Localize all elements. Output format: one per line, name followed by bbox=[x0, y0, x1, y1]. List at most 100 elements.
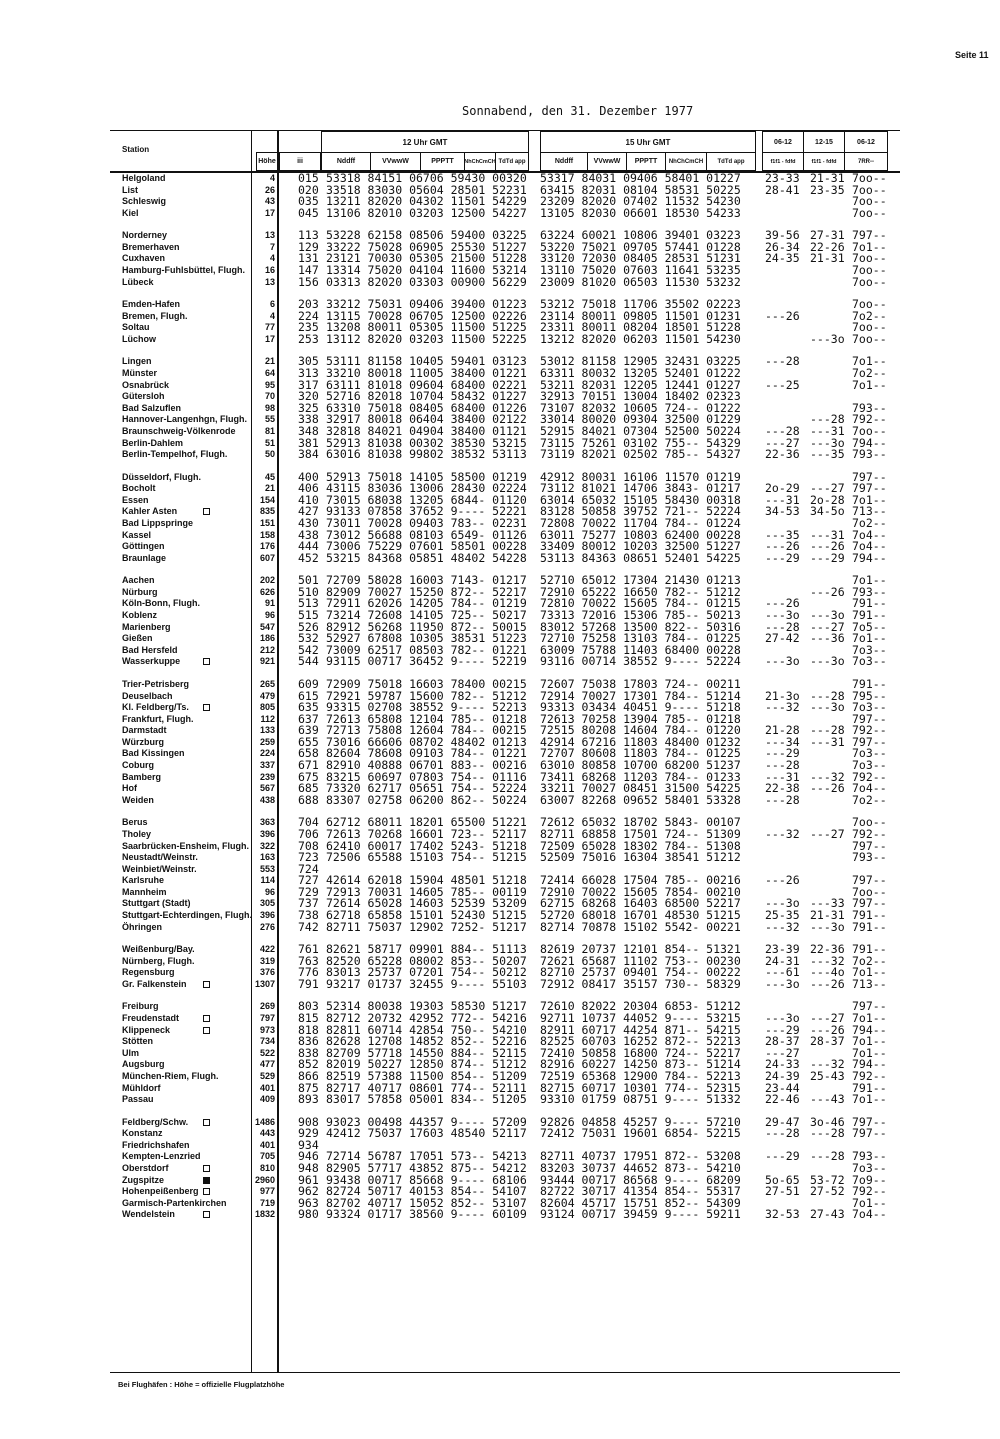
table-row: Klippeneck 973 818 82811 60714 42854 750-- … bbox=[0, 1022, 1000, 1037]
station-height: 553 bbox=[259, 863, 275, 874]
precip-group: 7oo-- bbox=[852, 182, 887, 197]
obs-12-groups: 82621 58717 09901 884-- 51113 bbox=[326, 942, 527, 957]
obs-15-groups: 53113 84363 08651 52401 54225 bbox=[540, 550, 741, 565]
precip-group: 793-- bbox=[852, 400, 887, 415]
precip-group: 797-- bbox=[852, 228, 887, 243]
precip-group: 7o3-- bbox=[852, 700, 887, 715]
obs-12-groups: 13112 82020 03203 11500 52225 bbox=[326, 331, 527, 346]
table-row: Stötten 734 836 82628 12708 14852 852-- 522… bbox=[0, 1036, 1000, 1048]
station-height: 17 bbox=[264, 333, 275, 344]
table-row: Hohenpeißenberg 977 962 82724 50717 40153 8… bbox=[0, 1186, 1000, 1198]
table-bottom-rule bbox=[110, 1372, 900, 1373]
precip-group: 7o3-- bbox=[852, 654, 887, 669]
station-number: 430 bbox=[298, 516, 319, 530]
station-height: 438 bbox=[259, 794, 275, 805]
station-name: Hannover-Langenhgn, Flugh. bbox=[122, 414, 247, 425]
obs-12-groups: 52927 67808 10305 38531 51223 bbox=[326, 631, 527, 646]
precip-group: 795-- bbox=[852, 688, 887, 703]
obs-15-groups: 53220 75021 09705 57441 01228 bbox=[540, 239, 741, 254]
station-height: 70 bbox=[264, 391, 275, 402]
station-name: Bremen, Flugh. bbox=[122, 310, 188, 321]
precip-group: 794-- bbox=[852, 1022, 887, 1037]
obs-12-groups: 23121 70030 05305 21500 51228 bbox=[326, 251, 527, 266]
station-height: 163 bbox=[259, 852, 275, 863]
precip-group: 793-- bbox=[852, 1149, 887, 1164]
obs-15-groups: 33120 72030 08405 28531 51231 bbox=[540, 251, 741, 266]
header-15-pppt: PPPTT bbox=[626, 152, 666, 171]
header-12-td: TdTd app bbox=[495, 152, 529, 171]
obs-12-groups: 82912 56268 11950 872-- 50015 bbox=[326, 619, 527, 634]
obs-15-groups: 72912 08417 35157 730-- 58329 bbox=[540, 976, 741, 991]
range-06-12: 39-56 bbox=[765, 228, 800, 243]
station-height: 1486 bbox=[254, 1116, 275, 1127]
obs-15-groups: 72414 66028 17504 785-- 00216 bbox=[540, 873, 741, 888]
obs-15-groups: 93310 01759 08751 9---- 51332 bbox=[540, 1092, 741, 1107]
table-row: Nürnberg, Flugh. 319 763 82520 65228 08002 … bbox=[0, 953, 1000, 968]
station-height: 13 bbox=[264, 276, 275, 287]
table-row: Hof 567 685 73320 62717 05651 754-- 52224 33… bbox=[0, 783, 1000, 795]
range-12-15: ---27 bbox=[810, 826, 845, 841]
table-row: Konstanz 443 929 42412 75037 17603 48540 52… bbox=[0, 1128, 1000, 1140]
precip-group: 797-- bbox=[852, 838, 887, 853]
station-table: Helgoland 4 015 53318 84151 06706 59430 003… bbox=[0, 171, 1000, 1221]
obs-12-groups: 72506 65588 15103 754-- 51215 bbox=[326, 850, 527, 865]
station-number: 708 bbox=[298, 838, 319, 853]
precip-group: 792-- bbox=[852, 1068, 887, 1083]
station-number: 727 bbox=[298, 873, 319, 888]
station-name: Kassel bbox=[122, 529, 152, 540]
obs-12-groups: 82019 50227 12850 874-- 51212 bbox=[326, 1057, 527, 1072]
precip-group: 7o2-- bbox=[852, 953, 887, 968]
open-square-icon bbox=[203, 1015, 210, 1023]
station-name: Zugspitze bbox=[122, 1174, 164, 1185]
header-station: Station bbox=[122, 145, 150, 154]
station-name: Berlin-Dahlem bbox=[122, 437, 184, 448]
station-name: Braunlage bbox=[122, 552, 167, 563]
station-height: 269 bbox=[259, 1001, 275, 1012]
station-height: 114 bbox=[260, 875, 275, 886]
station-name: Bremerhaven bbox=[122, 241, 180, 252]
station-number: 381 bbox=[298, 435, 319, 450]
range-06-12: ---28 bbox=[765, 792, 800, 807]
precip-group: 791-- bbox=[852, 908, 887, 923]
range-12-15: ---3o bbox=[810, 331, 845, 346]
obs-15-groups: 63009 75788 11403 68400 00228 bbox=[540, 642, 741, 657]
precip-group: 7oo-- bbox=[852, 251, 887, 266]
precip-group: 791-- bbox=[852, 942, 887, 957]
table-row: Oberstdorf 810 948 82905 57717 43852 875-- … bbox=[0, 1162, 1000, 1175]
range-12-15: ---26 bbox=[810, 781, 845, 796]
station-number: 532 bbox=[298, 631, 319, 646]
table-header-rule bbox=[110, 171, 900, 173]
station-number: 615 bbox=[298, 688, 319, 703]
open-square-icon bbox=[203, 704, 210, 712]
station-name: Neustadt/Weinstr. bbox=[122, 852, 198, 863]
station-height: 224 bbox=[259, 748, 275, 759]
station-height: 477 bbox=[259, 1059, 275, 1070]
range-06-12: 24-35 bbox=[765, 251, 800, 266]
precip-group: 791-- bbox=[852, 608, 887, 623]
obs-12-groups: 53318 84151 06706 59430 00320 bbox=[326, 171, 527, 185]
station-number: 738 bbox=[298, 908, 319, 923]
precip-group: 7o2-- bbox=[852, 792, 887, 807]
column-divider bbox=[277, 130, 279, 1373]
precip-group: 7o1-- bbox=[852, 965, 887, 980]
station-number: 015 bbox=[298, 171, 319, 185]
obs-15-groups: 72410 50858 16800 724-- 52217 bbox=[540, 1045, 741, 1060]
range-12-15: ---32 bbox=[810, 953, 845, 968]
station-number: 688 bbox=[298, 792, 319, 807]
station-name: Passau bbox=[122, 1094, 154, 1105]
obs-12-groups: 63016 81038 99802 38532 53113 bbox=[326, 447, 527, 462]
obs-12-groups: 13211 82020 04302 11501 54229 bbox=[326, 194, 527, 209]
obs-15-groups: 82619 20737 12101 854-- 51321 bbox=[540, 942, 741, 957]
footnote: Bei Flughäfen : Höhe = offizielle Flugpl… bbox=[118, 1380, 285, 1389]
station-height: 133 bbox=[259, 725, 275, 736]
table-row: Weiden 438 688 83307 02758 06200 862-- 5022… bbox=[0, 792, 1000, 807]
range-06-12: 5o-65 bbox=[765, 1172, 800, 1187]
header-iii: iii bbox=[279, 152, 321, 171]
obs-15-groups: 82604 45717 15751 852-- 54309 bbox=[540, 1195, 741, 1210]
obs-15-groups: 32913 70151 13004 18402 02323 bbox=[540, 389, 741, 404]
station-height: 151 bbox=[259, 518, 275, 528]
station-group: Norderney 13 113 53228 62158 08506 59400 03… bbox=[0, 230, 1000, 288]
obs-15-groups: 72610 82022 20304 6853- 51212 bbox=[540, 999, 741, 1014]
precip-group: 792-- bbox=[852, 826, 887, 841]
station-height: 305 bbox=[259, 898, 275, 909]
